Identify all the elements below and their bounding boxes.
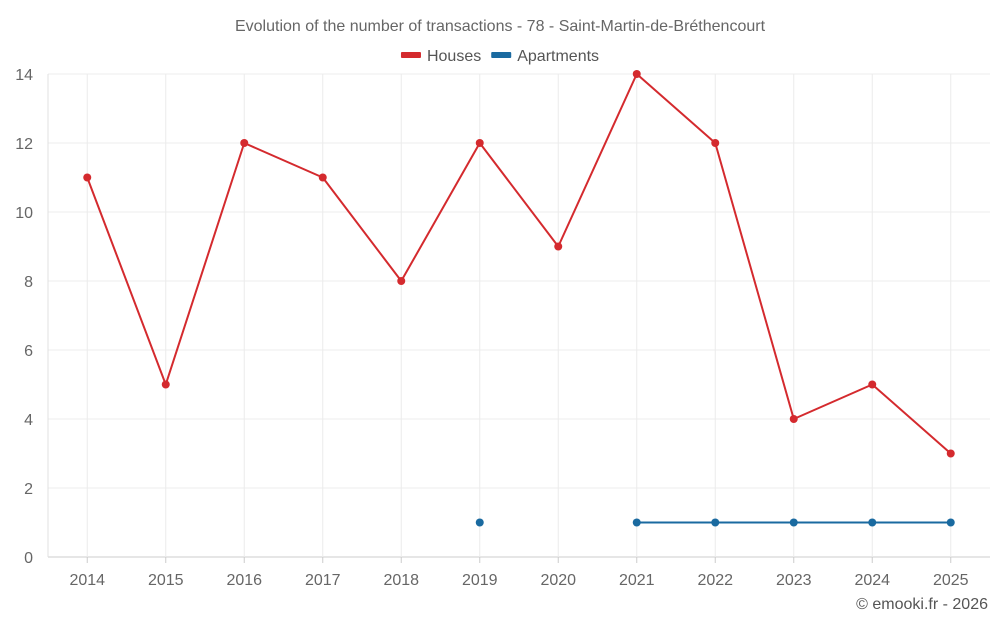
data-point-houses-2020 bbox=[554, 242, 563, 251]
legend-swatch-houses bbox=[400, 52, 421, 58]
x-tick-label: 2020 bbox=[540, 572, 576, 589]
data-point-houses-2014 bbox=[83, 173, 92, 182]
data-point-houses-2016 bbox=[240, 139, 249, 147]
data-point-houses-2022 bbox=[711, 139, 720, 147]
x-tick-label: 2025 bbox=[933, 572, 969, 589]
data-point-houses-2015 bbox=[161, 380, 170, 389]
series-apartments bbox=[475, 518, 955, 527]
data-point-houses-2017 bbox=[318, 173, 327, 182]
data-point-apartments-2023 bbox=[789, 518, 798, 527]
y-tick-label: 4 bbox=[24, 412, 33, 429]
y-tick-label: 14 bbox=[15, 67, 33, 84]
series-line-houses bbox=[86, 73, 952, 455]
data-point-houses-2021 bbox=[632, 70, 641, 78]
series-layer bbox=[83, 70, 955, 527]
data-point-houses-2023 bbox=[789, 415, 798, 423]
axes: 0 2 4 6 8 10 12 14 2014 2015 2016 2017 2018 2019 2020 2… bbox=[15, 67, 968, 589]
legend-item-houses: Houses bbox=[400, 48, 481, 65]
x-tick-label: 2021 bbox=[619, 572, 655, 589]
y-tick-label: 2 bbox=[24, 481, 33, 498]
legend-label-apartments: Apartments bbox=[517, 48, 599, 65]
legend-item-apartments: Apartments bbox=[491, 48, 599, 65]
legend-label-houses: Houses bbox=[427, 48, 481, 65]
data-point-apartments-2019 bbox=[475, 518, 484, 527]
data-point-apartments-2022 bbox=[711, 518, 720, 527]
chart-title: Evolution of the number of transactions … bbox=[235, 18, 766, 35]
x-tick-label: 2016 bbox=[226, 572, 262, 589]
x-tick-label: 2015 bbox=[148, 572, 184, 589]
x-tick-label: 2019 bbox=[462, 572, 498, 589]
data-point-apartments-2024 bbox=[868, 518, 877, 527]
data-point-apartments-2025 bbox=[946, 518, 955, 527]
x-tick-label: 2024 bbox=[854, 572, 890, 589]
x-tick-label: 2022 bbox=[697, 572, 733, 589]
data-point-houses-2018 bbox=[397, 277, 406, 285]
credit-text: © emooki.fr - 2026 bbox=[856, 596, 988, 613]
x-tick-label: 2018 bbox=[383, 572, 419, 589]
grid bbox=[48, 73, 990, 558]
x-tick-label: 2023 bbox=[776, 572, 812, 589]
y-tick-label: 10 bbox=[15, 205, 33, 222]
x-tick-label: 2017 bbox=[305, 572, 341, 589]
data-point-houses-2025 bbox=[946, 449, 955, 458]
y-tick-label: 6 bbox=[24, 343, 33, 360]
series-houses bbox=[83, 70, 955, 458]
data-point-houses-2019 bbox=[475, 139, 484, 147]
y-tick-label: 0 bbox=[24, 550, 33, 567]
legend-swatch-apartments bbox=[491, 52, 512, 58]
x-tick-label: 2014 bbox=[69, 572, 105, 589]
data-point-apartments-2021 bbox=[632, 518, 641, 527]
legend: Houses Apartments bbox=[400, 48, 599, 65]
data-point-houses-2024 bbox=[868, 380, 877, 389]
y-tick-label: 8 bbox=[24, 274, 33, 291]
y-tick-label: 12 bbox=[15, 136, 33, 153]
